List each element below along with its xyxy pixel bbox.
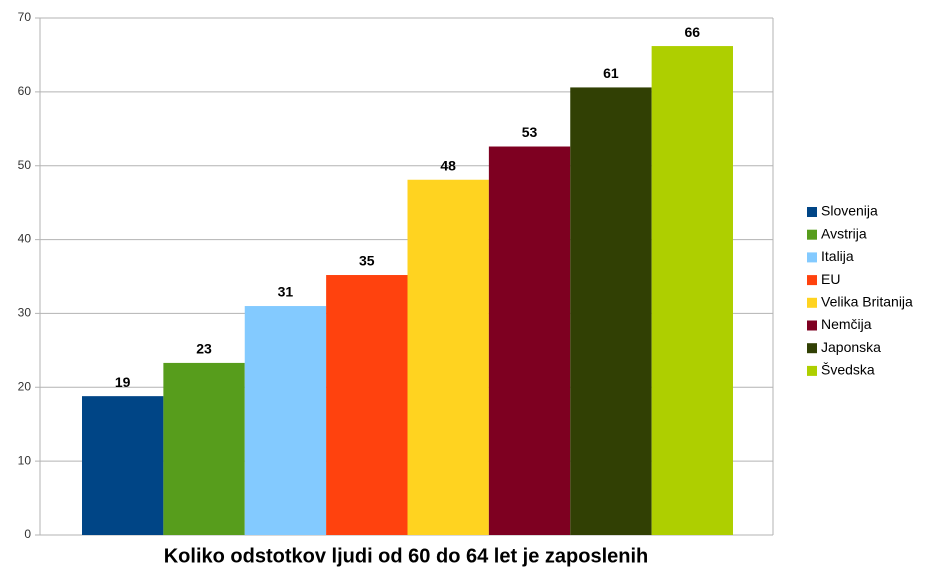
bar	[82, 396, 164, 535]
value-label: 66	[685, 24, 701, 40]
value-label: 35	[359, 253, 375, 269]
legend-swatch	[807, 320, 817, 331]
legend-label: Japonska	[821, 339, 881, 355]
y-tick-label: 70	[18, 10, 32, 24]
y-tick-label: 40	[18, 232, 32, 246]
legend-swatch	[807, 229, 817, 240]
value-label: 23	[196, 341, 212, 357]
legend-swatch	[807, 297, 817, 308]
value-label: 53	[522, 124, 538, 140]
legend-label: Avstrija	[821, 225, 867, 241]
y-tick-label: 20	[18, 379, 32, 393]
legend-label: EU	[821, 271, 840, 287]
y-tick-label: 50	[18, 158, 32, 172]
bar	[244, 306, 327, 535]
bar	[326, 275, 408, 535]
legend-swatch	[807, 275, 817, 286]
legend-label: Italija	[821, 248, 854, 264]
chart-title: Koliko odstotkov ljudi od 60 do 64 let j…	[164, 545, 649, 567]
bar	[407, 179, 489, 536]
legend-label: Slovenija	[821, 203, 878, 219]
value-label: 31	[278, 284, 294, 300]
bar	[488, 146, 571, 536]
legend-label: Velika Britanija	[821, 294, 913, 310]
y-tick-label: 60	[18, 84, 32, 98]
bar	[163, 362, 245, 535]
legend-label: Švedska	[821, 362, 875, 378]
y-tick-label: 10	[18, 453, 32, 467]
bar	[570, 87, 652, 535]
value-label: 61	[603, 65, 619, 81]
legend-swatch	[807, 365, 817, 376]
y-tick-label: 0	[24, 527, 31, 541]
legend-swatch	[807, 343, 817, 354]
value-label: 48	[440, 157, 456, 173]
legend-label: Nemčija	[821, 316, 872, 332]
bar	[651, 46, 733, 536]
legend-swatch	[807, 252, 817, 263]
y-tick-label: 30	[18, 306, 32, 320]
value-label: 19	[115, 374, 131, 390]
legend-swatch	[807, 207, 817, 217]
